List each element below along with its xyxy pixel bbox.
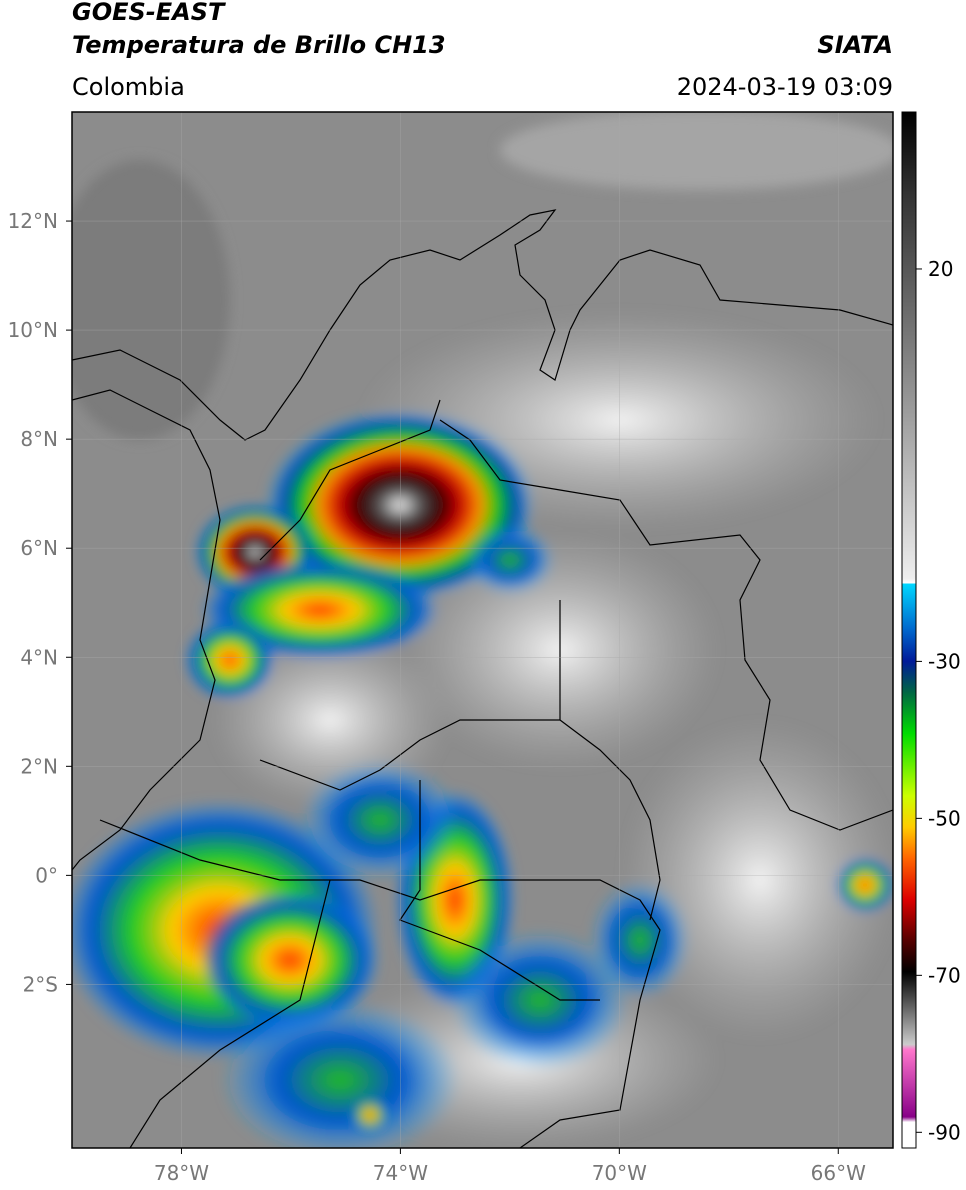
timestamp: 2024-03-19 03:09 [677, 73, 893, 101]
colorbar-tick-label: 20 [928, 257, 953, 281]
x-tick-label: 70°W [592, 1161, 647, 1185]
colorbar-tick-label: -50 [928, 806, 961, 830]
subtitle: Temperatura de Brillo CH13 [72, 31, 446, 59]
satellite-image [72, 112, 893, 1148]
graticule [72, 112, 893, 1148]
y-tick-label: 0° [35, 863, 58, 887]
x-tick-label: 66°W [811, 1161, 866, 1185]
y-tick-label: 12°N [8, 209, 58, 233]
colorbar-tick-label: -30 [928, 649, 961, 673]
y-tick-label: 10°N [8, 318, 58, 342]
colorbar [901, 111, 917, 1149]
y-tick-label: 2°N [20, 754, 58, 778]
colorbar-tick-label: -90 [928, 1120, 961, 1144]
map-frame [71, 111, 894, 1149]
y-tick-label: 6°N [20, 536, 58, 560]
y-tick-label: 8°N [20, 427, 58, 451]
x-tick-label: 78°W [154, 1161, 209, 1185]
source: SIATA [817, 31, 893, 59]
x-tick-label: 74°W [373, 1161, 428, 1185]
y-tick-label: 4°N [20, 645, 58, 669]
title: GOES-EAST [72, 0, 226, 26]
region: Colombia [72, 73, 185, 101]
y-tick-label: 2°S [23, 972, 58, 996]
colorbar-tick-label: -70 [928, 963, 961, 987]
